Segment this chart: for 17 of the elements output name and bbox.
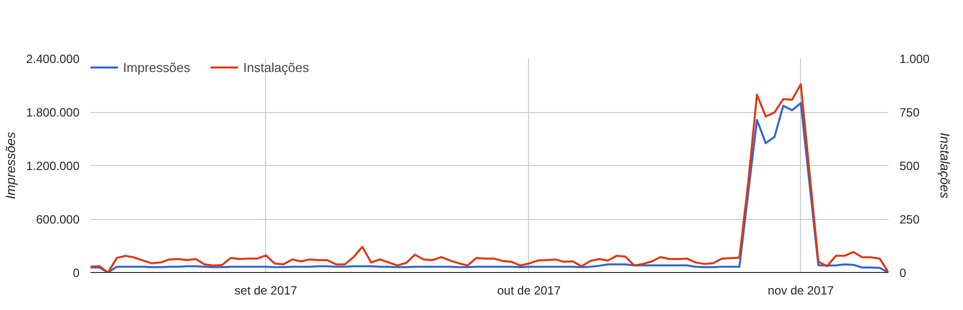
y-axis-title: Impressões bbox=[3, 131, 18, 200]
x-tick-label: set de 2017 bbox=[234, 284, 298, 298]
y-tick-label: 0 bbox=[72, 266, 80, 280]
y-tick-label: 2.400.000 bbox=[26, 52, 80, 66]
y-tick-label: 1.200.000 bbox=[26, 159, 80, 173]
y2-tick-label: 1.000 bbox=[900, 52, 930, 66]
y2-tick-label: 500 bbox=[900, 159, 920, 173]
legend-label: Impressões bbox=[123, 60, 190, 74]
y2-tick-label: 750 bbox=[900, 106, 920, 120]
y2-tick-label: 0 bbox=[900, 266, 906, 280]
y2-axis-title: Instalações bbox=[938, 132, 953, 199]
y-tick-label: 600.000 bbox=[36, 212, 80, 226]
x-tick-label: nov de 2017 bbox=[768, 284, 834, 298]
x-tick-label: out de 2017 bbox=[497, 284, 561, 298]
y2-tick-label: 250 bbox=[900, 212, 920, 226]
y-tick-label: 1.800.000 bbox=[26, 106, 80, 120]
legend-label: Instalações bbox=[243, 60, 309, 74]
